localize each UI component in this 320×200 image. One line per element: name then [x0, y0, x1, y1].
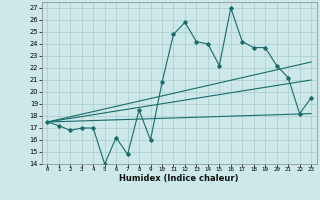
- X-axis label: Humidex (Indice chaleur): Humidex (Indice chaleur): [119, 174, 239, 183]
